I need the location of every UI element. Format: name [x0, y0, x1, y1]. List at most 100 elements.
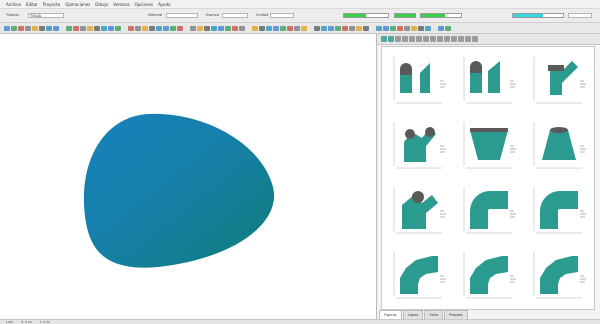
tool-icon[interactable]: [418, 25, 424, 31]
tool-icon[interactable]: [363, 25, 369, 31]
tool-icon[interactable]: [128, 25, 134, 31]
palette-item-cone-square[interactable]: [526, 116, 592, 180]
unit-field[interactable]: [270, 13, 294, 18]
panel-tool-icon[interactable]: [423, 36, 429, 42]
menu-item-0[interactable]: Archivo: [6, 1, 21, 7]
tool-icon[interactable]: [383, 25, 389, 31]
panel-tool-icon[interactable]: [451, 36, 457, 42]
palette-item-cone-truncated[interactable]: [456, 116, 522, 180]
panel-tool-icon[interactable]: [381, 36, 387, 42]
tool-icon[interactable]: [32, 25, 38, 31]
tab-3[interactable]: Propied.: [444, 310, 469, 319]
tool-icon[interactable]: [349, 25, 355, 31]
menu-item-4[interactable]: Dibujo: [95, 1, 109, 7]
tool-icon[interactable]: [411, 25, 417, 31]
tool-icon[interactable]: [287, 25, 293, 31]
menu-item-6[interactable]: Opciones: [134, 1, 154, 7]
palette-item-cone-branch[interactable]: [386, 181, 452, 245]
tool-icon[interactable]: [4, 25, 10, 31]
palette-item-elbow-segmented[interactable]: [386, 246, 452, 310]
tool-icon[interactable]: [259, 25, 265, 31]
menu-item-7[interactable]: Ayuda: [158, 1, 171, 7]
menu-item-5[interactable]: Ventana: [113, 1, 130, 7]
tool-icon[interactable]: [135, 25, 141, 31]
tab-1[interactable]: Capas: [402, 310, 424, 319]
tool-icon[interactable]: [280, 25, 286, 31]
tool-icon[interactable]: [273, 25, 279, 31]
tab-2[interactable]: Vista: [424, 310, 443, 319]
panel-tool-icon[interactable]: [465, 36, 471, 42]
tool-icon[interactable]: [170, 25, 176, 31]
tool-icon[interactable]: [425, 25, 431, 31]
panel-tool-icon[interactable]: [437, 36, 443, 42]
tab-0[interactable]: Figuras: [379, 310, 402, 319]
tool-icon[interactable]: [25, 25, 31, 31]
tool-icon[interactable]: [294, 25, 300, 31]
tool-icon[interactable]: [445, 25, 451, 31]
tool-icon[interactable]: [18, 25, 24, 31]
tool-icon[interactable]: [321, 25, 327, 31]
tool-icon[interactable]: [328, 25, 334, 31]
tool-icon[interactable]: [149, 25, 155, 31]
tool-icon[interactable]: [11, 25, 17, 31]
panel-tool-icon[interactable]: [395, 36, 401, 42]
tool-icon[interactable]: [142, 25, 148, 31]
palette-item-elbow-segmented-b[interactable]: [456, 246, 522, 310]
thickness-field[interactable]: [222, 13, 248, 18]
tool-icon[interactable]: [225, 25, 231, 31]
tool-icon[interactable]: [156, 25, 162, 31]
zoom-field[interactable]: [568, 13, 592, 18]
tool-icon[interactable]: [190, 25, 196, 31]
panel-tool-icon[interactable]: [402, 36, 408, 42]
tool-icon[interactable]: [404, 25, 410, 31]
tool-icon[interactable]: [177, 25, 183, 31]
tool-icon[interactable]: [397, 25, 403, 31]
tool-icon[interactable]: [356, 25, 362, 31]
palette-item-elbow-90-b[interactable]: [526, 181, 592, 245]
palette-item-tee-branch[interactable]: [526, 51, 592, 115]
tool-icon[interactable]: [266, 25, 272, 31]
job-field[interactable]: TOLVA: [28, 13, 64, 18]
tool-icon[interactable]: [438, 25, 444, 31]
palette-item-cylinder-angled[interactable]: [456, 51, 522, 115]
tool-icon[interactable]: [218, 25, 224, 31]
menu-item-3[interactable]: Operaciones: [65, 1, 91, 7]
palette-item-y-branch[interactable]: [386, 116, 452, 180]
panel-tool-icon[interactable]: [409, 36, 415, 42]
tool-icon[interactable]: [390, 25, 396, 31]
tool-icon[interactable]: [101, 25, 107, 31]
tool-icon[interactable]: [197, 25, 203, 31]
tool-icon[interactable]: [66, 25, 72, 31]
tool-icon[interactable]: [314, 25, 320, 31]
tool-icon[interactable]: [239, 25, 245, 31]
tool-icon[interactable]: [53, 25, 59, 31]
tool-icon[interactable]: [163, 25, 169, 31]
panel-tool-icon[interactable]: [444, 36, 450, 42]
palette-item-elbow-segmented-c[interactable]: [526, 246, 592, 310]
rounded-triangle-shape[interactable]: [83, 113, 275, 268]
tool-icon[interactable]: [342, 25, 348, 31]
panel-tool-icon[interactable]: [430, 36, 436, 42]
palette-item-cylinder-cut[interactable]: [386, 51, 452, 115]
tool-icon[interactable]: [94, 25, 100, 31]
tool-icon[interactable]: [204, 25, 210, 31]
tool-icon[interactable]: [335, 25, 341, 31]
panel-tool-icon[interactable]: [472, 36, 478, 42]
drawing-canvas[interactable]: [0, 34, 376, 319]
tool-icon[interactable]: [87, 25, 93, 31]
tool-icon[interactable]: [46, 25, 52, 31]
panel-tool-icon[interactable]: [388, 36, 394, 42]
tool-icon[interactable]: [376, 25, 382, 31]
tool-icon[interactable]: [252, 25, 258, 31]
palette-item-elbow-90[interactable]: [456, 181, 522, 245]
menu-item-2[interactable]: Proyecto: [42, 1, 61, 7]
tool-icon[interactable]: [115, 25, 121, 31]
tool-icon[interactable]: [80, 25, 86, 31]
tool-icon[interactable]: [232, 25, 238, 31]
panel-tool-icon[interactable]: [416, 36, 422, 42]
tool-icon[interactable]: [39, 25, 45, 31]
panel-tool-icon[interactable]: [458, 36, 464, 42]
tool-icon[interactable]: [211, 25, 217, 31]
menu-item-1[interactable]: Editar: [25, 1, 38, 7]
tool-icon[interactable]: [108, 25, 114, 31]
